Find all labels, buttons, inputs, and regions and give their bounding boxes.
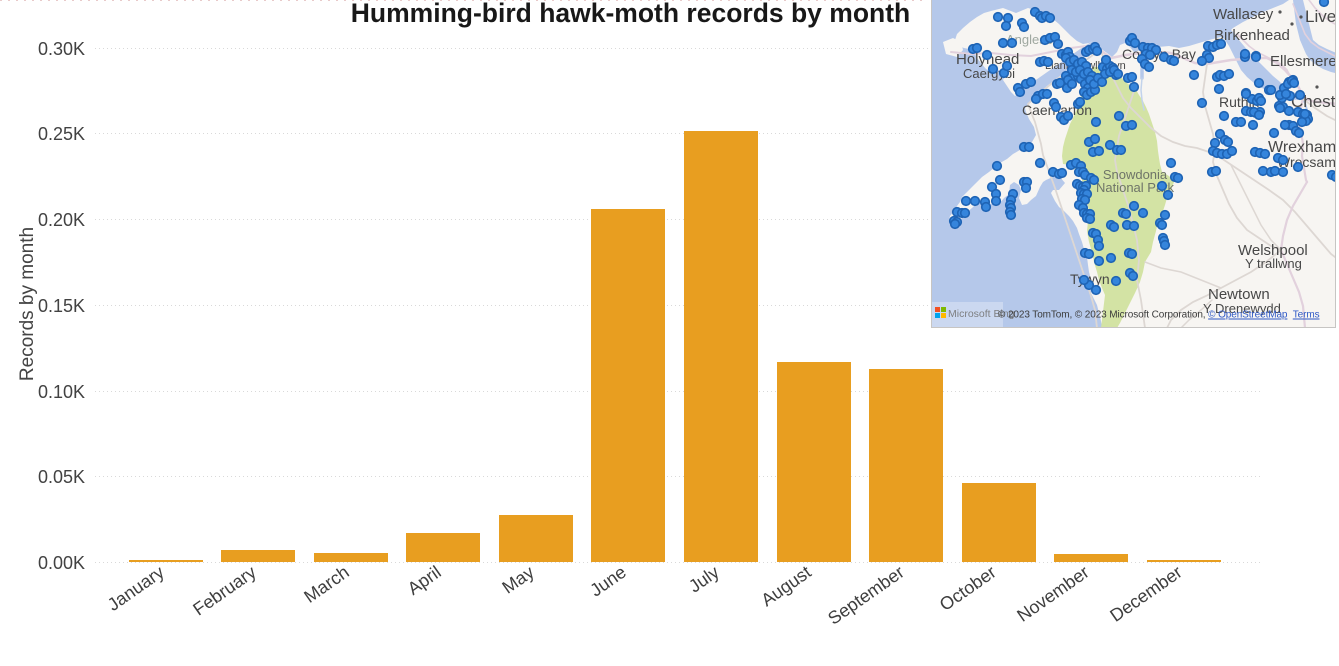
svg-text:Snowdonia: Snowdonia bbox=[1103, 167, 1168, 182]
svg-text:Newtown: Newtown bbox=[1208, 286, 1270, 303]
svg-text:Wallasey: Wallasey bbox=[1213, 6, 1274, 23]
svg-text:Y trallwng: Y trallwng bbox=[1245, 256, 1302, 271]
svg-text:Live: Live bbox=[1305, 7, 1336, 26]
svg-text:Ellesmere: Ellesmere bbox=[1270, 53, 1336, 70]
svg-text:Microsoft Bing: Microsoft Bing bbox=[948, 308, 1015, 320]
svg-text:Wrecsam: Wrecsam bbox=[1277, 154, 1336, 170]
svg-text:Y Drenewydd: Y Drenewydd bbox=[1203, 301, 1281, 316]
svg-text:Welshpool: Welshpool bbox=[1238, 242, 1308, 259]
svg-text:National Park: National Park bbox=[1096, 180, 1175, 195]
svg-text:Wrexham: Wrexham bbox=[1268, 139, 1336, 156]
svg-text:© 2023 TomTom, © 2023 Microsof: © 2023 TomTom, © 2023 Microsoft Corporat… bbox=[998, 310, 1320, 321]
svg-text:Birkenhead: Birkenhead bbox=[1214, 27, 1290, 44]
